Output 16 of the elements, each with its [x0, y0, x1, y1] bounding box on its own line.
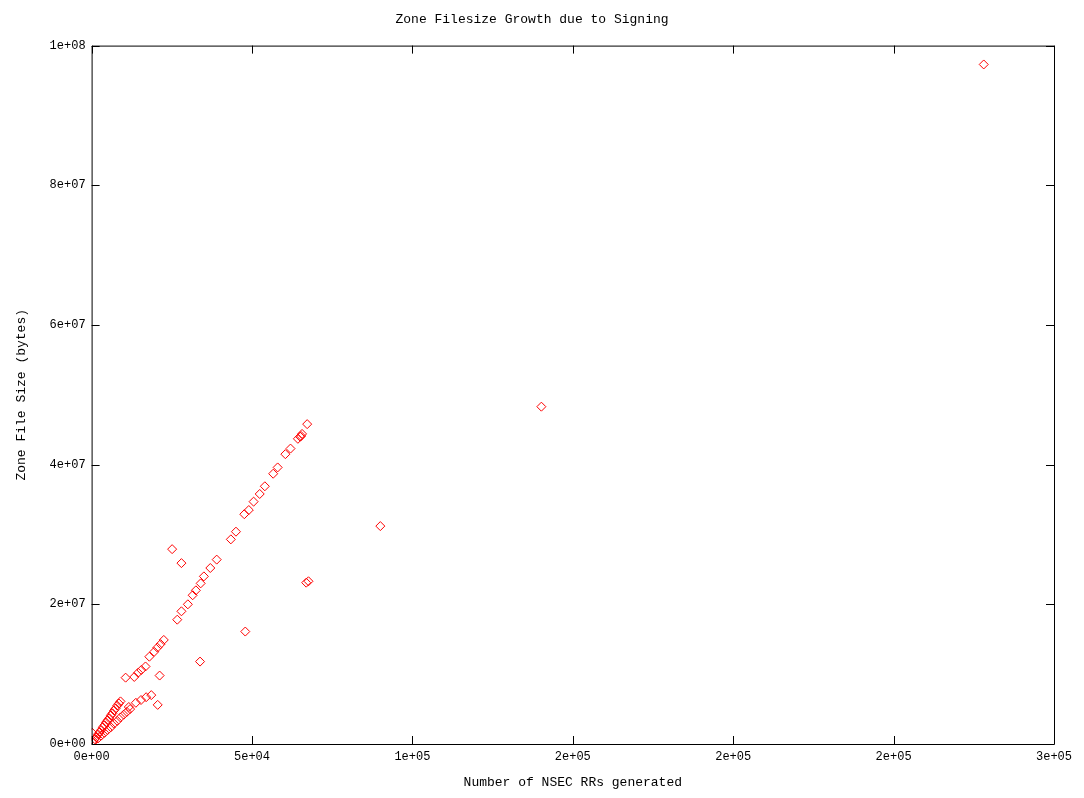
x-tick-label: 5e+04 [234, 750, 271, 765]
x-tick-label: 1e+05 [394, 750, 431, 765]
y-tick-label: 8e+07 [49, 178, 86, 193]
y-axis-title: Zone File Size (bytes) [14, 308, 30, 481]
x-tick-label: 3e+05 [1035, 750, 1073, 765]
chart-title: Zone Filesize Growth due to Signing [395, 12, 669, 28]
y-tick-label: 6e+07 [49, 318, 86, 333]
x-tick-label: 2e+05 [554, 750, 591, 765]
y-tick-label: 1e+08 [49, 38, 86, 53]
x-tick-label: 2e+05 [875, 750, 912, 765]
y-tick-label: 4e+07 [49, 457, 86, 472]
y-tick-label: 0e+00 [49, 737, 86, 752]
x-tick-label: 0e+00 [73, 750, 110, 765]
x-tick-label: 2e+05 [715, 750, 752, 765]
x-axis-title: Number of NSEC RRs generated [463, 774, 683, 790]
y-tick-label: 2e+07 [49, 597, 86, 612]
